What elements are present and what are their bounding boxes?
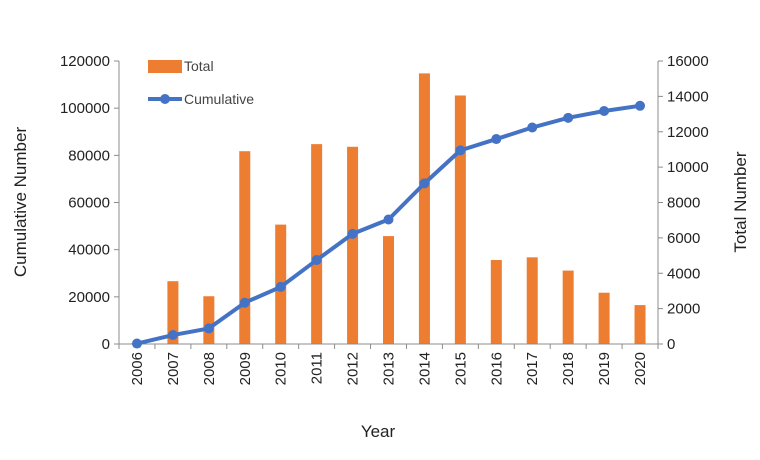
x-tick-label-2016: 2016 [488, 352, 505, 385]
cumulative-point-2006 [131, 338, 142, 349]
left-y-tick-labels: 0 20000 40000 60000 80000 100000 120000 [60, 53, 110, 353]
bar-2014 [418, 73, 430, 344]
cumulative-point-2014 [419, 178, 430, 189]
x-tick-label-2008: 2008 [201, 352, 218, 385]
cumulative-point-2011 [311, 255, 322, 266]
line-series-cumulative [131, 100, 646, 349]
legend-swatch-total [148, 60, 182, 73]
bar-2013 [383, 236, 394, 344]
cumulative-point-2020 [635, 100, 646, 111]
x-tick-label-2019: 2019 [596, 352, 613, 385]
left-y-tick-label: 80000 [68, 147, 110, 164]
cumulative-point-2008 [203, 323, 214, 334]
right-y-tick-label: 10000 [667, 159, 709, 176]
cumulative-point-2018 [563, 112, 574, 123]
right-y-tick-label: 14000 [667, 88, 709, 105]
bar-2012 [347, 146, 359, 344]
bar-2018 [562, 270, 574, 344]
right-y-tick-labels: 0 2000 4000 6000 8000 10000 12000 14000 16000 [667, 53, 709, 353]
right-y-tick-label: 8000 [667, 195, 700, 212]
bar-2008 [203, 296, 215, 344]
left-y-tick-label: 120000 [60, 53, 110, 70]
x-axis-title: Year [361, 422, 396, 441]
right-y-tick-label: 16000 [667, 53, 709, 70]
bar-2019 [598, 292, 610, 344]
right-y-axis-title: Total Number [731, 151, 750, 252]
legend: Total Cumulative [148, 58, 254, 107]
x-tick-label-2009: 2009 [237, 352, 254, 385]
bar-2016 [490, 259, 502, 344]
cumulative-point-2019 [599, 105, 610, 116]
x-tick-label-2011: 2011 [309, 352, 326, 384]
x-tick-label-2020: 2020 [632, 352, 649, 385]
bar-2017 [526, 257, 538, 344]
bar-2009 [239, 151, 251, 344]
axes [114, 60, 663, 349]
left-y-tick-label: 60000 [68, 195, 110, 212]
right-y-tick-label: 4000 [667, 265, 700, 282]
bar-2011 [311, 144, 323, 344]
x-tick-label-2014: 2014 [416, 352, 433, 385]
x-tick-label-2015: 2015 [452, 352, 469, 385]
cumulative-point-2013 [383, 214, 394, 225]
left-y-axis-title: Cumulative Number [11, 127, 30, 278]
x-tick-label-2017: 2017 [524, 352, 541, 385]
bar-2007 [167, 281, 179, 344]
cumulative-point-2012 [347, 228, 358, 239]
left-y-tick-label: 40000 [68, 242, 110, 259]
x-tick-label-2010: 2010 [273, 352, 290, 385]
cumulative-point-2010 [275, 281, 286, 292]
x-tick-labels: 2006 2007 2008 2009 2010 2011 2012 2013 2014 2015… [129, 352, 649, 385]
x-tick-label-2012: 2012 [345, 352, 362, 385]
legend-label-total: Total [184, 58, 214, 74]
legend-label-cumulative: Cumulative [184, 91, 254, 107]
right-y-tick-label: 6000 [667, 230, 700, 247]
bar-2015 [454, 95, 466, 344]
cumulative-point-2015 [455, 145, 466, 156]
left-y-tick-label: 20000 [68, 289, 110, 306]
right-y-tick-label: 12000 [667, 124, 709, 141]
x-tick-label-2013: 2013 [381, 352, 398, 385]
x-tick-label-2007: 2007 [165, 352, 182, 385]
cumulative-point-2017 [527, 122, 538, 133]
legend-swatch-cumulative-marker [160, 94, 170, 104]
x-tick-label-2018: 2018 [560, 352, 577, 385]
cumulative-point-2007 [167, 330, 178, 341]
cumulative-point-2009 [239, 297, 250, 308]
x-tick-label-2006: 2006 [129, 352, 146, 385]
right-y-tick-label: 0 [667, 336, 675, 353]
right-y-tick-label: 2000 [667, 301, 700, 318]
bar-2020 [634, 305, 646, 344]
left-y-tick-label: 100000 [60, 100, 110, 117]
cumulative-point-2016 [491, 134, 502, 145]
bar-series-total [131, 73, 646, 344]
left-y-tick-label: 0 [102, 336, 110, 353]
